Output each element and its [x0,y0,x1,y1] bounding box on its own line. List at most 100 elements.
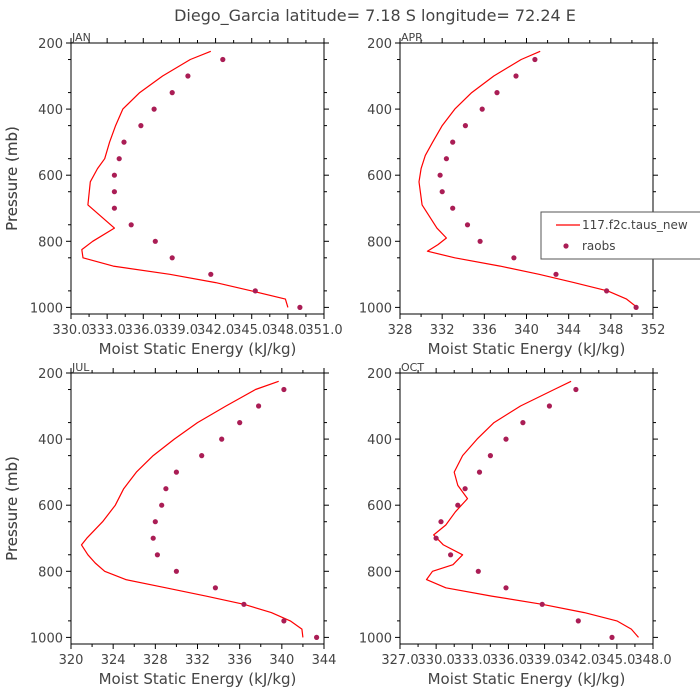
obs-point [477,238,483,244]
obs-point [443,156,449,162]
x-tick-label: 332 [430,323,455,338]
x-tick-label: 324 [101,653,126,668]
obs-point [281,386,287,393]
obs-point [199,453,205,459]
obs-point [433,535,439,541]
x-axis-title: Moist Static Energy (kJ/kg) [428,340,626,358]
x-tick-label: 336 [472,323,497,338]
x-axis-title: Moist Static Energy (kJ/kg) [428,670,626,688]
model-line-oct [425,380,639,638]
obs-point [462,123,468,129]
panel-oct: 200 400 600 800 1000 327.0330.0333.0336.0339.… [3,361,672,688]
y-tick-label: 800 [38,235,63,250]
obs-point [462,486,468,492]
x-tick-label: 348.0 [269,323,306,338]
x-tick-label: 336.0 [125,323,162,338]
obs-point [487,453,493,459]
obs-point [464,222,471,228]
x-tick-label: 333.0 [89,323,126,338]
y-tick-label: 600 [367,169,392,184]
obs-point [438,519,444,525]
plot-frame-jan [70,42,325,315]
obs-point [479,106,485,112]
x-tick-label: 351.0 [305,323,342,338]
panel-title-jul: JUL [71,361,90,374]
obs-point [573,386,579,393]
legend-model-label: 117.f2c.taus_new [582,218,688,232]
panel-title-jan: JAN [71,31,91,44]
y-axis-title: Pressure (mb) [3,126,21,231]
obs-point [151,106,157,112]
x-tick-label: 345.0 [233,323,270,338]
obs-point [169,255,175,261]
obs-point [633,304,639,310]
obs-point [219,436,225,442]
plot-frame-apr [399,42,654,315]
obs-point [604,288,610,294]
x-tick-label: 352 [641,323,666,338]
x-tick-label: 330.0 [52,323,89,338]
y-tick-label: 800 [367,235,392,250]
x-tick-label: 342.0 [562,653,599,668]
x-tick-label: 345.0 [598,653,635,668]
legend-obs-label: raobs [582,239,616,253]
obs-point [208,271,214,277]
obs-point [553,271,559,277]
x-tick-label: 339.0 [161,323,198,338]
obs-point [437,172,443,178]
obs-point [241,601,247,607]
obs-point [173,469,179,475]
obs-point [455,502,461,508]
obs-point [520,420,526,426]
obs-point [152,519,158,525]
obs-point [159,502,165,508]
x-tick-label: 348 [598,323,623,338]
y-tick-label: 1000 [359,631,392,646]
obs-point [185,73,191,79]
x-tick-label: 327.0 [381,653,418,668]
y-tick-label: 200 [367,37,392,52]
x-tick-label: 339.0 [526,653,563,668]
y-axis-title: Pressure (mb) [3,456,21,561]
panel-jan: 200 400 600 800 1000 330.0333.0336.0339.0342.… [3,31,343,358]
y-tick-label: 200 [38,37,63,52]
panel-apr: 200 400 600 800 1000 328 332 336 340 344 348 352 APR… [3,31,665,358]
obs-point [513,73,519,79]
obs-point [212,585,218,591]
obs-point [121,139,127,145]
obs-point [532,56,538,63]
x-tick-label: 330.0 [418,653,455,668]
x-tick-label: 348.0 [634,653,671,668]
x-tick-label: 336 [227,653,252,668]
panel-jul: 200 400 600 800 1000 320 324 328 332 336 340 344 JUL… [3,361,336,688]
obs-point [252,288,258,294]
figure-title: Diego_Garcia latitude= 7.18 S longitude=… [174,6,576,26]
obs-point [150,535,156,541]
obs-point [609,634,615,641]
obs-point [163,486,169,492]
y-tick-label: 400 [38,103,63,118]
x-tick-label: 332 [185,653,210,668]
y-tick-label: 400 [38,433,63,448]
y-tick-label: 1000 [359,301,392,316]
x-tick-label: 344 [312,653,337,668]
obs-point [128,222,134,228]
y-tick-label: 400 [367,433,392,448]
y-tick-label: 200 [367,367,392,382]
x-tick-label: 328 [143,653,168,668]
obs-point [575,618,581,624]
x-tick-label: 342.0 [197,323,234,338]
x-tick-label: 328 [388,323,413,338]
obs-point [220,56,226,63]
obs-point [281,618,287,624]
y-axis-title: Pressure (mb) [3,126,21,231]
obs-point [546,403,553,409]
plot-frame-oct [399,372,654,645]
obs-point [138,123,144,129]
x-axis-title: Moist Static Energy (kJ/kg) [99,340,297,358]
obs-point [503,436,509,442]
obs-point [152,238,158,244]
y-tick-label: 400 [367,103,392,118]
x-axis-title: Moist Static Energy (kJ/kg) [99,670,297,688]
